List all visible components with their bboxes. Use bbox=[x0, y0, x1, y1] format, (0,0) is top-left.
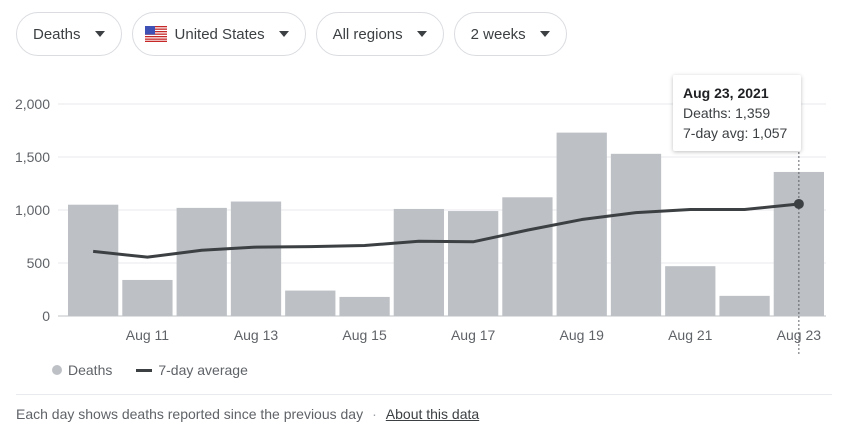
legend-average-label: 7-day average bbox=[158, 362, 248, 378]
x-tick-label: Aug 13 bbox=[234, 327, 279, 343]
deaths-chart[interactable]: 0 500 1,000 1,500 2,000 Aug 11 Aug 13 Aug 15 Aug… bbox=[0, 70, 853, 355]
y-tick-label: 1,000 bbox=[15, 202, 50, 218]
bar bbox=[122, 279, 173, 316]
legend-bar-swatch bbox=[52, 365, 62, 375]
about-data-link[interactable]: About this data bbox=[385, 406, 480, 422]
caret-down-icon bbox=[416, 31, 427, 37]
chart-tooltip: Aug 23, 2021 Deaths: 1,359 7-day avg: 1,… bbox=[673, 75, 801, 151]
us-flag-icon bbox=[144, 26, 167, 42]
country-dropdown[interactable]: United States bbox=[131, 12, 306, 56]
chart-legend: Deaths 7-day average bbox=[52, 362, 248, 378]
metric-dropdown[interactable]: Deaths bbox=[16, 12, 122, 56]
average-line bbox=[92, 202, 800, 259]
legend-deaths-label: Deaths bbox=[68, 362, 113, 378]
bar bbox=[230, 201, 282, 316]
range-dropdown-label: 2 weeks bbox=[470, 25, 526, 43]
bar bbox=[448, 211, 499, 316]
y-tick-label: 0 bbox=[42, 308, 50, 324]
filter-bar: Deaths United States All regions 2 weeks bbox=[16, 12, 567, 56]
country-dropdown-label: United States bbox=[174, 25, 265, 43]
bar bbox=[610, 153, 662, 316]
tooltip-average: 7-day avg: 1,057 bbox=[683, 125, 788, 141]
metric-dropdown-label: Deaths bbox=[33, 25, 81, 43]
footer: Each day shows deaths reported since the… bbox=[16, 406, 479, 422]
caret-down-icon bbox=[94, 31, 105, 37]
x-tick-label: Aug 23 bbox=[777, 327, 822, 343]
bar bbox=[176, 207, 227, 316]
tooltip-date: Aug 23, 2021 bbox=[683, 85, 769, 101]
bar bbox=[719, 295, 770, 316]
bar bbox=[773, 171, 824, 316]
footer-note: Each day shows deaths reported since the… bbox=[16, 406, 364, 422]
highlight-point bbox=[793, 198, 804, 209]
divider bbox=[16, 394, 832, 395]
bar bbox=[285, 290, 336, 316]
bar bbox=[393, 208, 444, 316]
x-tick-label: Aug 17 bbox=[451, 327, 496, 343]
bar bbox=[502, 197, 553, 316]
bar bbox=[339, 296, 390, 316]
caret-down-icon bbox=[278, 31, 289, 37]
bar bbox=[665, 266, 716, 316]
legend-line-swatch bbox=[136, 368, 153, 372]
x-tick-label: Aug 11 bbox=[126, 327, 170, 343]
y-tick-label: 2,000 bbox=[15, 96, 50, 112]
caret-down-icon bbox=[539, 31, 550, 37]
x-tick-label: Aug 19 bbox=[560, 327, 605, 343]
region-dropdown-label: All regions bbox=[332, 25, 403, 43]
range-dropdown[interactable]: 2 weeks bbox=[453, 12, 567, 56]
tooltip-deaths: Deaths: 1,359 bbox=[683, 105, 771, 121]
x-tick-label: Aug 15 bbox=[342, 327, 387, 343]
y-tick-label: 500 bbox=[27, 255, 51, 271]
footer-separator: · bbox=[372, 406, 377, 422]
bar bbox=[68, 204, 119, 316]
y-tick-label: 1,500 bbox=[15, 149, 50, 165]
region-dropdown[interactable]: All regions bbox=[315, 12, 444, 56]
x-tick-label: Aug 21 bbox=[668, 327, 713, 343]
